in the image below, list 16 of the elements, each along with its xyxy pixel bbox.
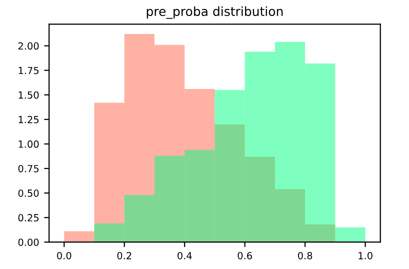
y-tick-label: 1.75 [18,66,39,74]
x-tick-label: 1.0 [358,252,372,260]
y-tick-label: 0.50 [18,190,39,197]
x-tick-label: 0.0 [57,252,72,260]
y-tick-label: 0.00 [18,238,39,246]
y-tick-label: 1.25 [18,116,39,124]
x-tick-label: 0.8 [298,252,312,260]
y-tick-label: 0.25 [18,214,39,222]
y-tick-label: 1.00 [18,140,39,148]
chart-title: pre_proba distribution [146,6,283,19]
x-tick-label: 0.4 [178,252,192,260]
y-tick-label: 2.00 [18,42,39,50]
x-tick-label: 0.6 [238,252,252,260]
y-tick-label: 1.50 [18,91,39,99]
y-tick-label: 0.75 [18,164,39,172]
x-tick-label: 0.2 [117,252,132,260]
